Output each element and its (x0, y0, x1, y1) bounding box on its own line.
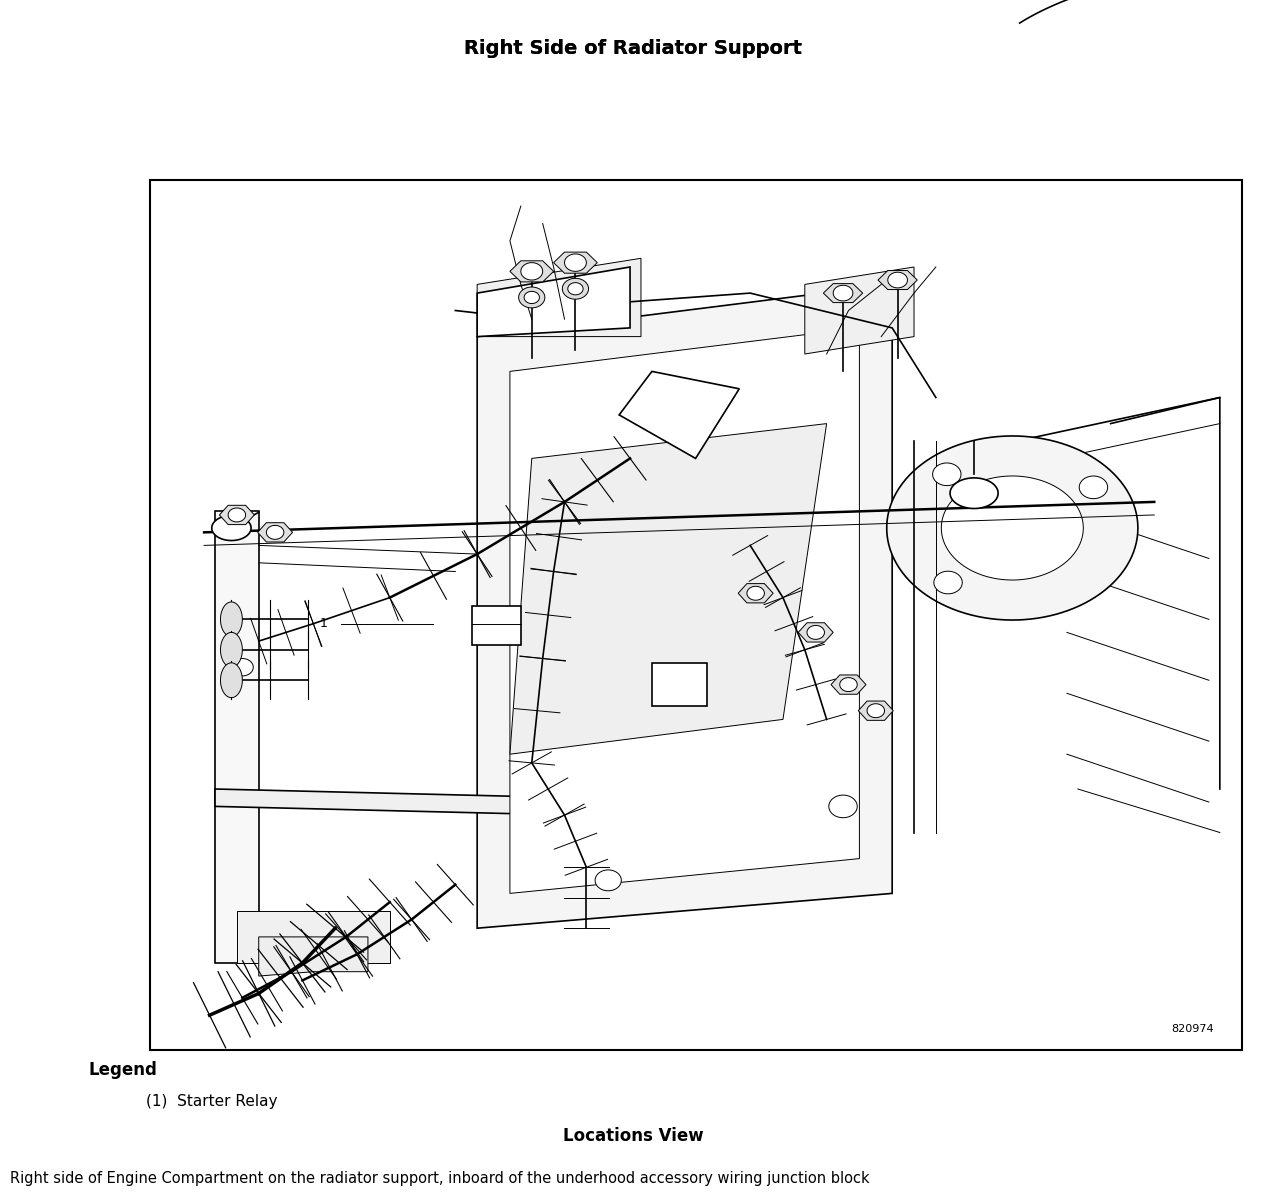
Polygon shape (219, 505, 255, 524)
Text: Legend: Legend (89, 1061, 157, 1080)
Polygon shape (518, 287, 545, 308)
Polygon shape (805, 266, 914, 354)
Polygon shape (471, 606, 521, 646)
Polygon shape (739, 583, 773, 602)
Polygon shape (748, 587, 764, 600)
Polygon shape (888, 272, 907, 288)
Polygon shape (509, 328, 859, 893)
Polygon shape (220, 602, 242, 637)
Polygon shape (867, 703, 884, 718)
Polygon shape (878, 270, 917, 289)
Polygon shape (478, 258, 641, 337)
Polygon shape (933, 463, 960, 486)
Polygon shape (563, 278, 589, 299)
Polygon shape (807, 625, 825, 640)
Polygon shape (228, 508, 246, 522)
Polygon shape (829, 796, 858, 817)
Polygon shape (798, 623, 834, 642)
Text: 820974: 820974 (1172, 1025, 1214, 1034)
Polygon shape (220, 662, 242, 697)
Polygon shape (653, 662, 707, 707)
Text: Right Side of Radiator Support: Right Side of Radiator Support (465, 38, 802, 58)
Text: Right Side of Radiator Support: Right Side of Radiator Support (465, 38, 802, 58)
Polygon shape (220, 632, 242, 667)
Polygon shape (950, 478, 998, 509)
Polygon shape (568, 283, 583, 295)
Polygon shape (212, 516, 251, 540)
Text: 1: 1 (319, 617, 328, 630)
Polygon shape (237, 911, 390, 962)
Polygon shape (554, 252, 597, 274)
Polygon shape (887, 436, 1138, 620)
Polygon shape (266, 526, 284, 539)
Polygon shape (257, 523, 293, 542)
Polygon shape (258, 937, 367, 976)
Polygon shape (521, 263, 542, 280)
Polygon shape (215, 790, 750, 820)
Polygon shape (525, 292, 540, 304)
Polygon shape (509, 260, 554, 282)
Polygon shape (478, 266, 630, 337)
Polygon shape (595, 870, 621, 890)
Polygon shape (840, 678, 858, 691)
Text: Right side of Engine Compartment on the radiator support, inboard of the underho: Right side of Engine Compartment on the … (10, 1171, 869, 1186)
Bar (150, 180, 1242, 1050)
Polygon shape (478, 284, 892, 929)
Polygon shape (565, 254, 587, 271)
Polygon shape (620, 371, 739, 458)
Polygon shape (831, 674, 865, 695)
Polygon shape (215, 511, 258, 962)
Polygon shape (858, 701, 893, 720)
Polygon shape (1079, 476, 1107, 499)
Polygon shape (834, 286, 853, 301)
Polygon shape (941, 476, 1083, 580)
Polygon shape (934, 571, 962, 594)
Polygon shape (232, 659, 253, 676)
Polygon shape (824, 283, 863, 302)
Polygon shape (509, 424, 826, 754)
Text: Locations View: Locations View (564, 1128, 703, 1145)
Text: (1)  Starter Relay: (1) Starter Relay (146, 1094, 277, 1109)
